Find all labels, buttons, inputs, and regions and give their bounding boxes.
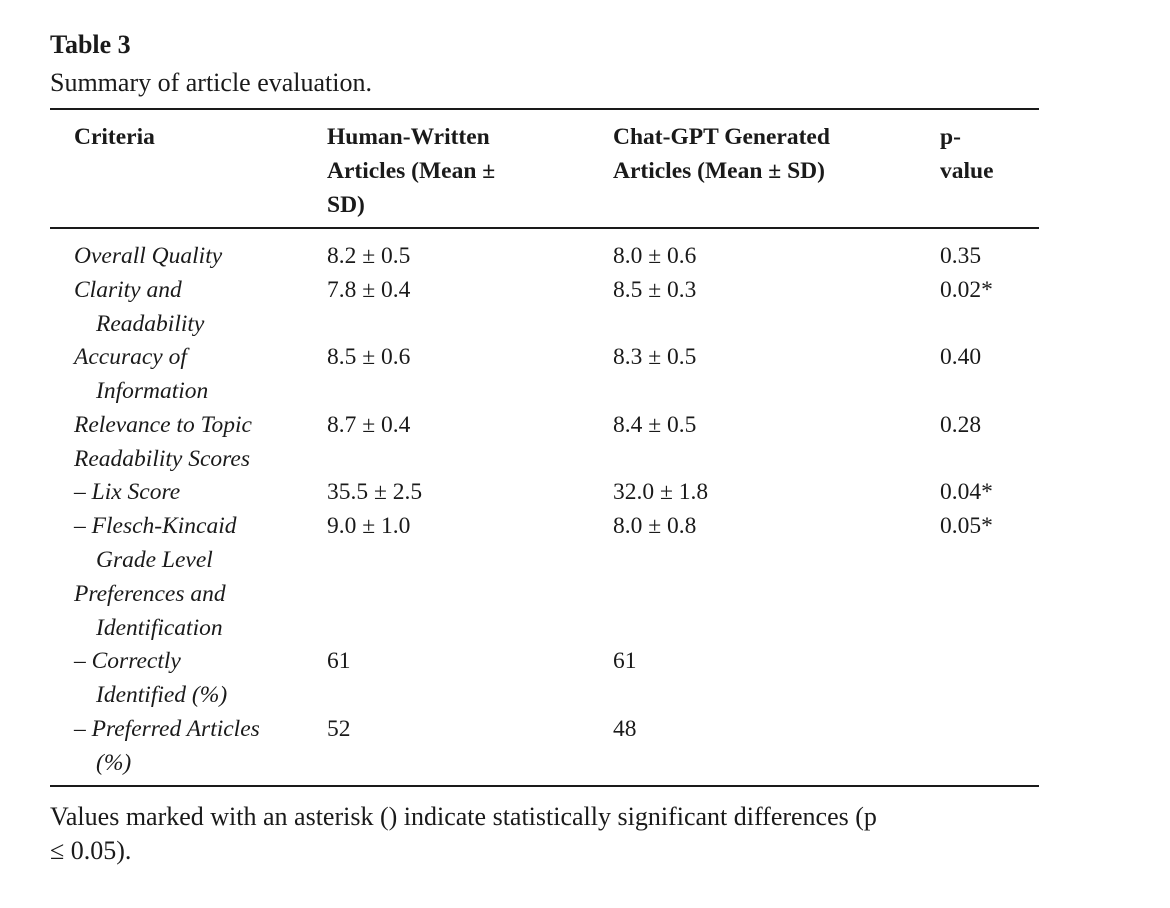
header-human-line: Articles (Mean ± (327, 158, 496, 184)
row-criteria-line: – Lix Score (74, 479, 181, 505)
header-human-written: Human-Written Articles (Mean ± SD) (327, 120, 495, 222)
row-criteria-line: – Correctly (74, 648, 181, 674)
row-p-value: 0.02* (940, 277, 993, 303)
row-criteria-line: Accuracy of (74, 344, 187, 370)
row-criteria: Preferences and Identification (74, 577, 226, 645)
table-top-rule (50, 108, 1039, 110)
row-human-value: 9.0 ± 1.0 (327, 513, 411, 539)
row-chatgpt-value: 8.5 ± 0.3 (613, 277, 697, 303)
row-criteria: – Lix Score (74, 475, 180, 509)
footnote-line: Values marked with an asterisk () indica… (50, 802, 877, 831)
row-criteria: Relevance to Topic (74, 408, 252, 442)
header-criteria: Criteria (74, 120, 155, 154)
row-criteria-line: Identification (96, 615, 223, 641)
row-criteria: – Correctly Identified (%) (74, 644, 227, 712)
table-header-rule (50, 227, 1039, 229)
row-chatgpt-value: 61 (613, 648, 637, 674)
table-footnote: Values marked with an asterisk () indica… (50, 800, 1050, 868)
row-human-value: 61 (327, 648, 351, 674)
header-p-value: p- value (940, 120, 994, 188)
row-criteria-line: Overall Quality (74, 243, 223, 269)
row-criteria-line: – Flesch-Kincaid (74, 513, 237, 539)
footnote-line: ≤ 0.05). (50, 836, 132, 865)
row-criteria: Clarity and Readability (74, 273, 204, 341)
header-chatgpt-line: Chat-GPT Generated (613, 124, 830, 150)
row-p-value: 0.35 (940, 243, 982, 269)
row-criteria-line: – Preferred Articles (74, 716, 260, 742)
row-criteria-line: Readability Scores (74, 446, 250, 472)
row-p-value: 0.28 (940, 412, 982, 438)
header-pvalue-line: value (940, 158, 994, 184)
header-chatgpt-generated: Chat-GPT Generated Articles (Mean ± SD) (613, 120, 830, 188)
row-chatgpt-value: 48 (613, 716, 637, 742)
row-p-value: 0.04* (940, 479, 993, 505)
row-criteria-line: Preferences and (74, 581, 226, 607)
row-criteria: Overall Quality (74, 239, 222, 273)
row-criteria-line: Relevance to Topic (74, 412, 252, 438)
row-criteria: – Flesch-Kincaid Grade Level (74, 509, 237, 577)
row-criteria-line: Identified (%) (96, 682, 228, 708)
row-chatgpt-value: 8.4 ± 0.5 (613, 412, 697, 438)
row-criteria-line: Readability (96, 311, 205, 337)
row-p-value: 0.40 (940, 344, 982, 370)
header-criteria-line: Criteria (74, 124, 155, 150)
row-human-value: 8.7 ± 0.4 (327, 412, 411, 438)
row-chatgpt-value: 8.3 ± 0.5 (613, 344, 697, 370)
row-human-value: 8.2 ± 0.5 (327, 243, 411, 269)
row-criteria-line: Information (96, 378, 209, 404)
row-criteria: – Preferred Articles (%) (74, 712, 260, 780)
row-criteria: Readability Scores (74, 442, 250, 476)
table-caption-title: Summary of article evaluation. (50, 68, 373, 97)
row-human-value: 52 (327, 716, 351, 742)
row-chatgpt-value: 8.0 ± 0.8 (613, 513, 697, 539)
row-human-value: 7.8 ± 0.4 (327, 277, 411, 303)
row-human-value: 8.5 ± 0.6 (327, 344, 411, 370)
row-p-value: 0.05* (940, 513, 993, 539)
row-criteria: Accuracy of Information (74, 340, 208, 408)
header-pvalue-line: p- (940, 124, 961, 150)
header-human-line: SD) (327, 192, 365, 218)
table-caption-label: Table 3 (50, 30, 131, 59)
row-chatgpt-value: 32.0 ± 1.8 (613, 479, 709, 505)
row-chatgpt-value: 8.0 ± 0.6 (613, 243, 697, 269)
row-criteria-line: Clarity and (74, 277, 182, 303)
row-criteria-line: (%) (96, 750, 132, 776)
row-human-value: 35.5 ± 2.5 (327, 479, 423, 505)
row-criteria-line: Grade Level (96, 547, 213, 573)
table-bottom-rule (50, 785, 1039, 787)
header-chatgpt-line: Articles (Mean ± SD) (613, 158, 825, 184)
header-human-line: Human-Written (327, 124, 490, 150)
